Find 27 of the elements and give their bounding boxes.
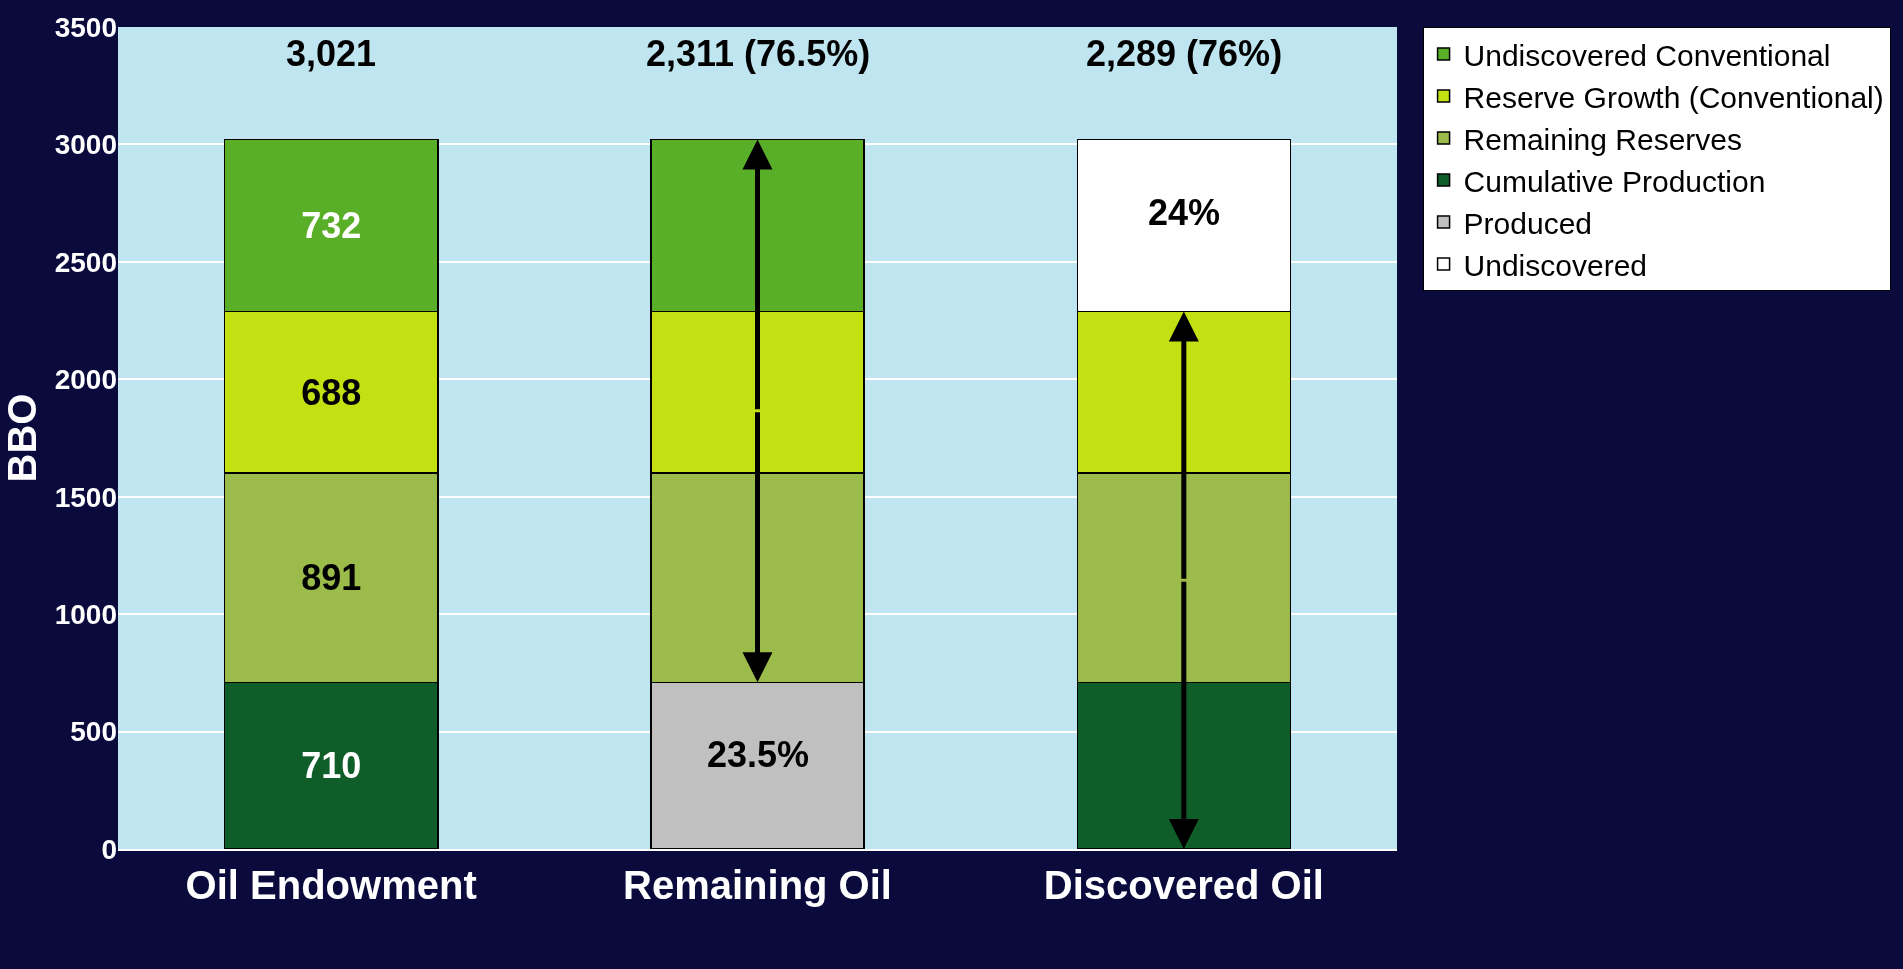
x-tick-label: Discovered Oil bbox=[1043, 863, 1324, 907]
total-label: 3,021 bbox=[286, 33, 377, 74]
x-tick-label: Oil Endowment bbox=[185, 863, 477, 907]
data-label: 710 bbox=[301, 745, 362, 787]
y-tick-label: 500 bbox=[70, 716, 117, 748]
legend-label: Cumulative Production bbox=[1463, 164, 1766, 198]
data-label: 688 bbox=[301, 371, 362, 413]
data-label: 732 bbox=[301, 204, 362, 246]
y-tick-label: 3000 bbox=[54, 129, 117, 161]
y-tick-label: 1500 bbox=[54, 481, 117, 513]
y-tick-label: 3500 bbox=[54, 11, 117, 43]
legend-label: Undiscovered bbox=[1463, 248, 1648, 282]
legend-label: Reserve Growth (Conventional) bbox=[1463, 80, 1884, 114]
y-tick-label: 2000 bbox=[54, 364, 117, 396]
annotation: 23.5% bbox=[707, 734, 810, 775]
y-tick-label: 1000 bbox=[54, 598, 117, 630]
data-label: 891 bbox=[301, 557, 362, 599]
x-tick-label: Remaining Oil bbox=[623, 863, 892, 907]
total-label: 2,289 (76%) bbox=[1086, 33, 1283, 74]
legend-label: Remaining Reserves bbox=[1463, 122, 1743, 156]
legend-label: Produced bbox=[1463, 206, 1593, 240]
y-tick-label: 0 bbox=[101, 833, 117, 865]
y-axis-title: BBO bbox=[0, 393, 44, 483]
annotation: 24% bbox=[1148, 192, 1221, 233]
legend-label: Undiscovered Conventional bbox=[1463, 38, 1831, 72]
y-tick-label: 2500 bbox=[54, 246, 117, 278]
total-label: 2,311 (76.5%) bbox=[646, 33, 871, 74]
